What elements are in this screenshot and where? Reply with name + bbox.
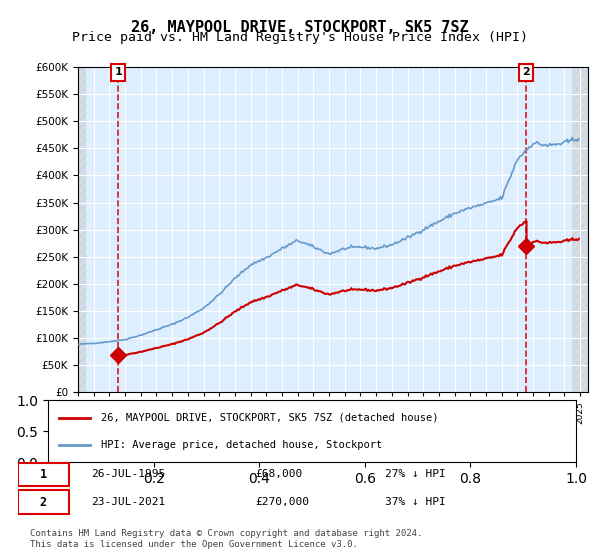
Text: Contains HM Land Registry data © Crown copyright and database right 2024.
This d: Contains HM Land Registry data © Crown c…	[30, 529, 422, 549]
Text: Price paid vs. HM Land Registry's House Price Index (HPI): Price paid vs. HM Land Registry's House …	[72, 31, 528, 44]
Text: 1: 1	[114, 67, 122, 77]
Text: 1: 1	[40, 468, 47, 481]
Text: £270,000: £270,000	[255, 497, 309, 507]
Text: £68,000: £68,000	[255, 469, 302, 479]
Text: 27% ↓ HPI: 27% ↓ HPI	[385, 469, 445, 479]
FancyBboxPatch shape	[18, 491, 69, 514]
Text: 2: 2	[522, 67, 530, 77]
Text: 37% ↓ HPI: 37% ↓ HPI	[385, 497, 445, 507]
FancyBboxPatch shape	[18, 463, 69, 486]
Text: 26-JUL-1995: 26-JUL-1995	[91, 469, 166, 479]
Text: 2: 2	[40, 496, 47, 508]
Text: 23-JUL-2021: 23-JUL-2021	[91, 497, 166, 507]
Text: HPI: Average price, detached house, Stockport: HPI: Average price, detached house, Stoc…	[101, 440, 382, 450]
Text: 26, MAYPOOL DRIVE, STOCKPORT, SK5 7SZ (detached house): 26, MAYPOOL DRIVE, STOCKPORT, SK5 7SZ (d…	[101, 413, 438, 423]
Text: 26, MAYPOOL DRIVE, STOCKPORT, SK5 7SZ: 26, MAYPOOL DRIVE, STOCKPORT, SK5 7SZ	[131, 20, 469, 35]
